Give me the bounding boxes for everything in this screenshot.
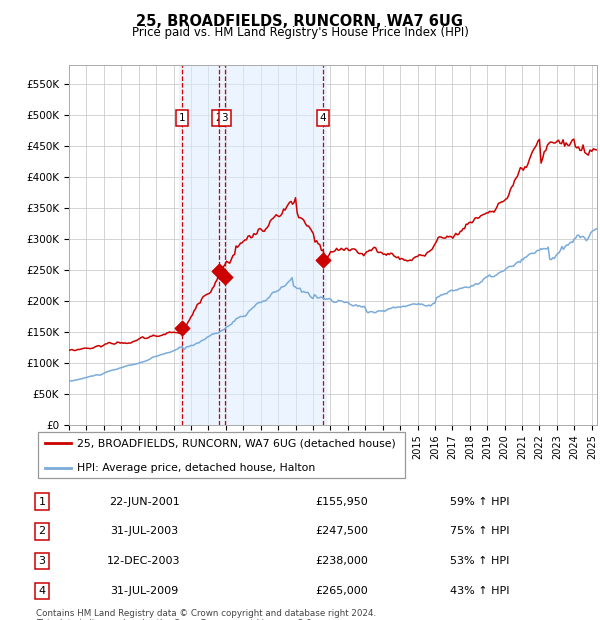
Text: 4: 4 <box>320 113 326 123</box>
Text: 31-JUL-2003: 31-JUL-2003 <box>110 526 178 536</box>
Bar <box>179 65 326 425</box>
Point <box>220 272 230 282</box>
Text: 53% ↑ HPI: 53% ↑ HPI <box>451 556 509 566</box>
Text: 4: 4 <box>38 586 46 596</box>
Text: 1: 1 <box>178 113 185 123</box>
Text: 22-JUN-2001: 22-JUN-2001 <box>109 497 179 507</box>
Point <box>177 323 187 333</box>
Text: £155,950: £155,950 <box>316 497 368 507</box>
Text: Contains HM Land Registry data © Crown copyright and database right 2024.
This d: Contains HM Land Registry data © Crown c… <box>36 609 376 620</box>
Text: Price paid vs. HM Land Registry's House Price Index (HPI): Price paid vs. HM Land Registry's House … <box>131 26 469 39</box>
Point <box>214 267 223 277</box>
Text: 12-DEC-2003: 12-DEC-2003 <box>107 556 181 566</box>
Text: £247,500: £247,500 <box>316 526 368 536</box>
Text: 59% ↑ HPI: 59% ↑ HPI <box>450 497 510 507</box>
Text: £265,000: £265,000 <box>316 586 368 596</box>
FancyBboxPatch shape <box>38 432 406 478</box>
Text: 25, BROADFIELDS, RUNCORN, WA7 6UG: 25, BROADFIELDS, RUNCORN, WA7 6UG <box>137 14 464 29</box>
Text: 31-JUL-2009: 31-JUL-2009 <box>110 586 178 596</box>
Text: 2: 2 <box>38 526 46 536</box>
Point <box>318 255 328 265</box>
Text: 2: 2 <box>215 113 222 123</box>
Text: 25, BROADFIELDS, RUNCORN, WA7 6UG (detached house): 25, BROADFIELDS, RUNCORN, WA7 6UG (detac… <box>77 438 395 448</box>
Text: HPI: Average price, detached house, Halton: HPI: Average price, detached house, Halt… <box>77 463 315 473</box>
Text: £238,000: £238,000 <box>316 556 368 566</box>
Text: 1: 1 <box>38 497 46 507</box>
Text: 3: 3 <box>221 113 228 123</box>
Text: 75% ↑ HPI: 75% ↑ HPI <box>450 526 510 536</box>
Text: 43% ↑ HPI: 43% ↑ HPI <box>450 586 510 596</box>
Text: 3: 3 <box>38 556 46 566</box>
